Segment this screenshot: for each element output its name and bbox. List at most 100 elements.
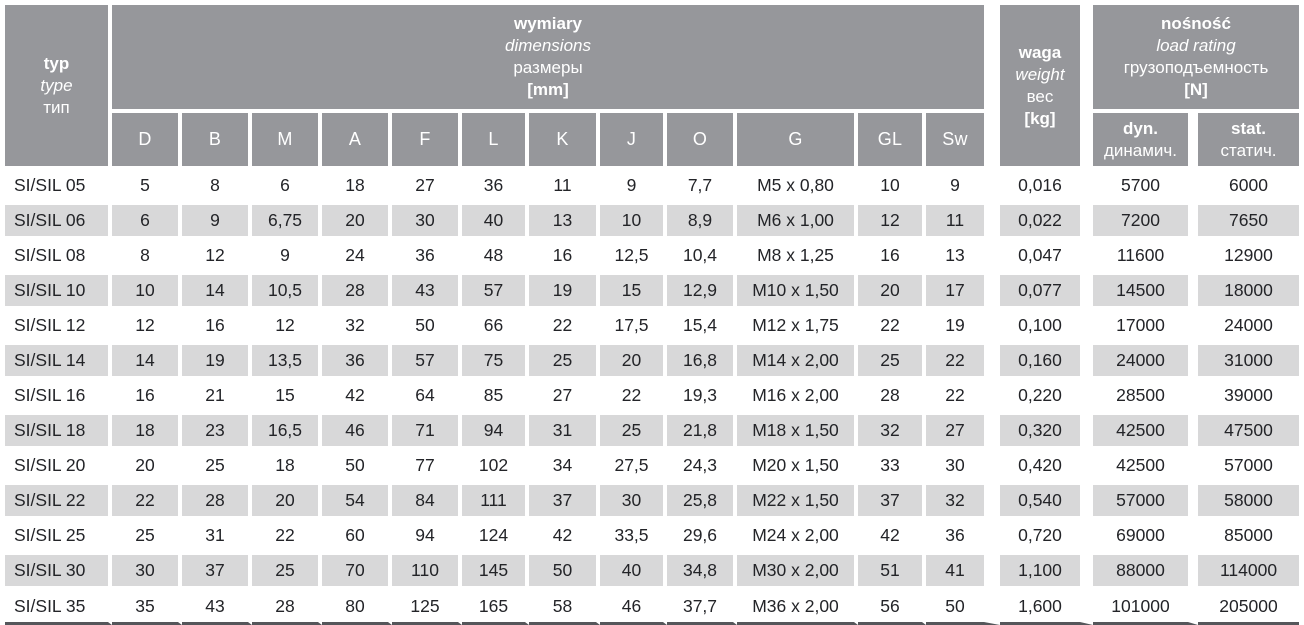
cell-dim-l: 40 [462,205,529,240]
cell-weight: 0,420 [1000,450,1093,485]
cell-dim-o: 37,7 [667,590,737,625]
cell-dim-j: 9 [600,170,667,205]
table-row: SI/SIL 18 18 23 16,5 46 71 94 31 25 21,8 M18 x 1,5… [5,415,1300,450]
cell-dim-f: 77 [392,450,462,485]
cell-dim-a: 42 [322,380,392,415]
cell-stat: 7650 [1198,205,1300,240]
cell-dim-f: 43 [392,275,462,310]
cell-dim-j: 27,5 [600,450,667,485]
cell-dim-l: 85 [462,380,529,415]
cell-stat: 114000 [1198,555,1300,590]
cell-dim-f: 110 [392,555,462,590]
cell-dim-m: 12 [252,310,322,345]
cell-typ: SI/SIL 06 [5,205,112,240]
cell-dim-gl: 12 [858,205,926,240]
table-row: SI/SIL 10 10 14 10,5 28 43 57 19 15 12,9 M10 x 1,5… [5,275,1300,310]
cell-weight: 0,540 [1000,485,1093,520]
cell-dim-sw: 36 [926,520,1000,555]
header-label-ru: тип [43,97,70,117]
cell-dim-k: 13 [529,205,600,240]
cell-dim-m: 20 [252,485,322,520]
cell-dim-d: 10 [112,275,182,310]
cell-dim-gl: 37 [858,485,926,520]
cell-dim-a: 20 [322,205,392,240]
cell-typ: SI/SIL 05 [5,170,112,205]
cell-dim-a: 70 [322,555,392,590]
cell-dim-j: 12,5 [600,240,667,275]
cell-weight: 0,160 [1000,345,1093,380]
cell-typ: SI/SIL 25 [5,520,112,555]
cell-stat: 205000 [1198,590,1300,625]
cell-dim-f: 50 [392,310,462,345]
cell-dim-b: 37 [182,555,252,590]
cell-dim-a: 46 [322,415,392,450]
cell-dim-l: 66 [462,310,529,345]
column-header-g: G [737,113,858,170]
cell-dim-b: 25 [182,450,252,485]
cell-dim-a: 54 [322,485,392,520]
cell-typ: SI/SIL 14 [5,345,112,380]
cell-dim-a: 80 [322,590,392,625]
cell-dim-k: 50 [529,555,600,590]
cell-dim-j: 25 [600,415,667,450]
column-header-weight: waga weight вес [kg] [1000,5,1093,170]
cell-dim-l: 165 [462,590,529,625]
cell-dim-a: 60 [322,520,392,555]
cell-dim-f: 36 [392,240,462,275]
cell-dim-sw: 11 [926,205,1000,240]
header-label-ru: динамич. [1103,140,1178,160]
cell-dim-b: 31 [182,520,252,555]
cell-dim-d: 12 [112,310,182,345]
cell-dim-g: M14 x 2,00 [737,345,858,380]
cell-dim-gl: 10 [858,170,926,205]
cell-dim-b: 23 [182,415,252,450]
cell-dim-gl: 25 [858,345,926,380]
cell-dim-o: 15,4 [667,310,737,345]
header-label-pl: nośność [1161,14,1231,33]
header-label-ru: статич. [1220,140,1277,160]
cell-dim-k: 22 [529,310,600,345]
column-header-o: O [667,113,737,170]
column-header-a: A [322,113,392,170]
cell-dim-k: 42 [529,520,600,555]
column-header-k: K [529,113,600,170]
cell-dim-f: 94 [392,520,462,555]
cell-dim-l: 111 [462,485,529,520]
cell-dim-k: 58 [529,590,600,625]
cell-dyn: 11600 [1093,240,1198,275]
header-unit: [kg] [1024,108,1056,128]
cell-dim-o: 21,8 [667,415,737,450]
column-header-d: D [112,113,182,170]
cell-dim-o: 34,8 [667,555,737,590]
cell-dim-g: M5 x 0,80 [737,170,858,205]
cell-stat: 57000 [1198,450,1300,485]
cell-dim-f: 84 [392,485,462,520]
cell-dim-j: 30 [600,485,667,520]
cell-dim-g: M10 x 1,50 [737,275,858,310]
header-label-ru: размеры [513,58,583,77]
cell-dim-b: 8 [182,170,252,205]
cell-dim-gl: 28 [858,380,926,415]
cell-dim-j: 17,5 [600,310,667,345]
cell-dyn: 24000 [1093,345,1198,380]
cell-dim-o: 8,9 [667,205,737,240]
cell-dim-m: 15 [252,380,322,415]
cell-dim-gl: 42 [858,520,926,555]
cell-dim-a: 18 [322,170,392,205]
cell-dim-j: 22 [600,380,667,415]
cell-dim-sw: 13 [926,240,1000,275]
cell-dim-g: M6 x 1,00 [737,205,858,240]
cell-dim-m: 6,75 [252,205,322,240]
cell-dim-d: 8 [112,240,182,275]
cell-dim-l: 57 [462,275,529,310]
cell-dim-o: 7,7 [667,170,737,205]
cell-dim-f: 57 [392,345,462,380]
cell-typ: SI/SIL 22 [5,485,112,520]
cell-typ: SI/SIL 10 [5,275,112,310]
header-label-ru: грузоподъемность [1123,58,1269,77]
cell-dim-d: 35 [112,590,182,625]
cell-dim-a: 24 [322,240,392,275]
cell-dim-k: 25 [529,345,600,380]
cell-dim-sw: 22 [926,345,1000,380]
header-label-pl: waga [1018,42,1062,62]
